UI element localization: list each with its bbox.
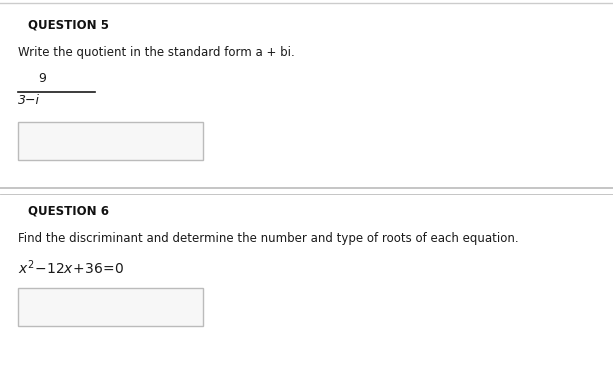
Text: Find the discriminant and determine the number and type of roots of each equatio: Find the discriminant and determine the … [18, 232, 519, 245]
Text: Write the quotient in the standard form a + bi.: Write the quotient in the standard form … [18, 46, 295, 59]
Text: 9: 9 [38, 72, 46, 85]
Text: QUESTION 6: QUESTION 6 [28, 204, 109, 217]
Bar [18, 288, 203, 326]
Bar [18, 122, 203, 160]
Text: QUESTION 5: QUESTION 5 [28, 18, 109, 31]
Text: 3−i: 3−i [18, 94, 40, 107]
Text: $x^2\!-\!12x\!+\!36\!=\!0$: $x^2\!-\!12x\!+\!36\!=\!0$ [18, 258, 124, 277]
